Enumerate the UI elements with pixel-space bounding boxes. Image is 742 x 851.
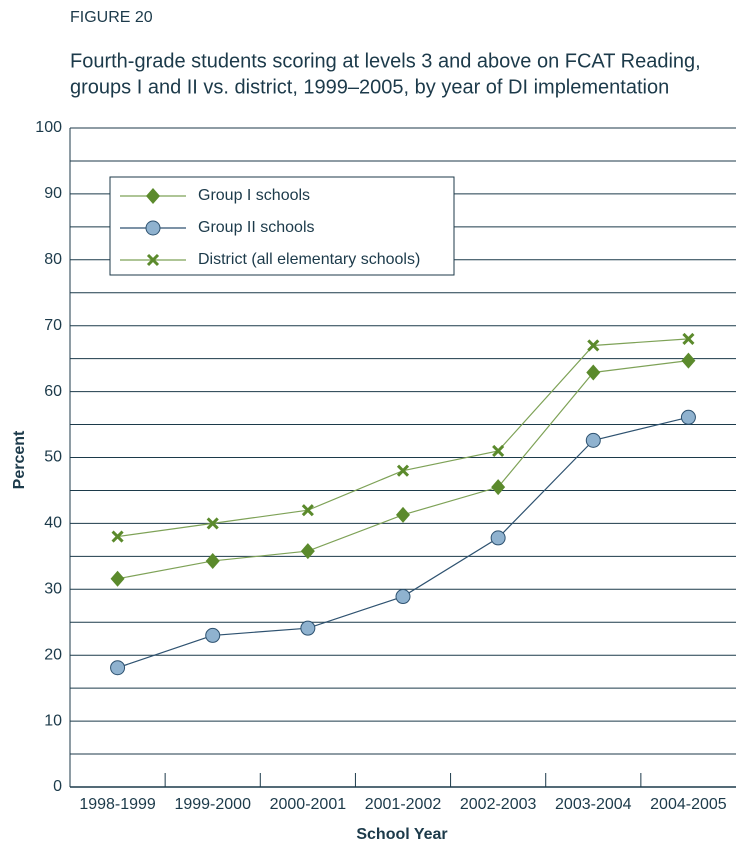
data-point [586,364,601,381]
legend-box [109,176,455,276]
y-tick-label: 80 [44,251,62,268]
data-point [301,504,314,517]
y-tick-label: 50 [44,449,62,466]
data-point [396,506,410,523]
chart-title: groups I and II vs. district, 1999–2005,… [70,76,669,98]
legend-label: Group I schools [198,187,310,204]
data-point [205,552,220,569]
y-tick-label: 40 [44,515,62,532]
x-tick-label: 2003-2004 [555,796,632,813]
y-tick-label: 70 [44,317,62,334]
x-tick-label: 2001-2002 [365,796,442,813]
legend-label: District (all elementary schools) [198,251,420,268]
data-point [490,530,506,546]
data-point [111,530,124,543]
y-axis-label: Percent [11,430,28,489]
data-point [300,620,316,636]
x-tick-label: 1998-1999 [79,796,156,813]
x-axis-label: School Year [356,826,447,843]
y-tick-label: 20 [44,646,62,663]
data-point [492,444,505,457]
chart-title: Fourth-grade students scoring at levels … [70,50,701,72]
data-point [681,352,696,369]
legend-marker [146,188,160,204]
x-tick-label: 1999-2000 [174,796,251,813]
series-line [117,416,689,669]
y-tick-label: 10 [44,712,62,729]
data-point [206,517,219,530]
legend-marker [146,253,160,267]
y-tick-label: 90 [44,185,62,202]
y-tick-label: 100 [35,119,62,136]
data-point [680,409,696,425]
data-point [395,589,411,605]
y-tick-label: 30 [44,581,62,598]
x-tick-label: 2002-2003 [460,796,537,813]
legend-label: Group II schools [198,219,315,236]
x-tick-label: 2004-2005 [650,796,727,813]
data-point [587,339,600,352]
data-point [682,332,695,345]
data-point [585,432,601,448]
y-tick-label: 60 [44,383,62,400]
data-point [205,627,221,643]
figure-label: FIGURE 20 [70,9,153,26]
data-point [110,660,126,676]
data-point [300,543,315,560]
y-tick-label: 0 [53,778,62,795]
x-tick-label: 2000-2001 [270,796,347,813]
legend-marker [145,220,161,236]
data-point [396,464,410,477]
data-point [491,479,506,496]
data-point [110,570,125,587]
